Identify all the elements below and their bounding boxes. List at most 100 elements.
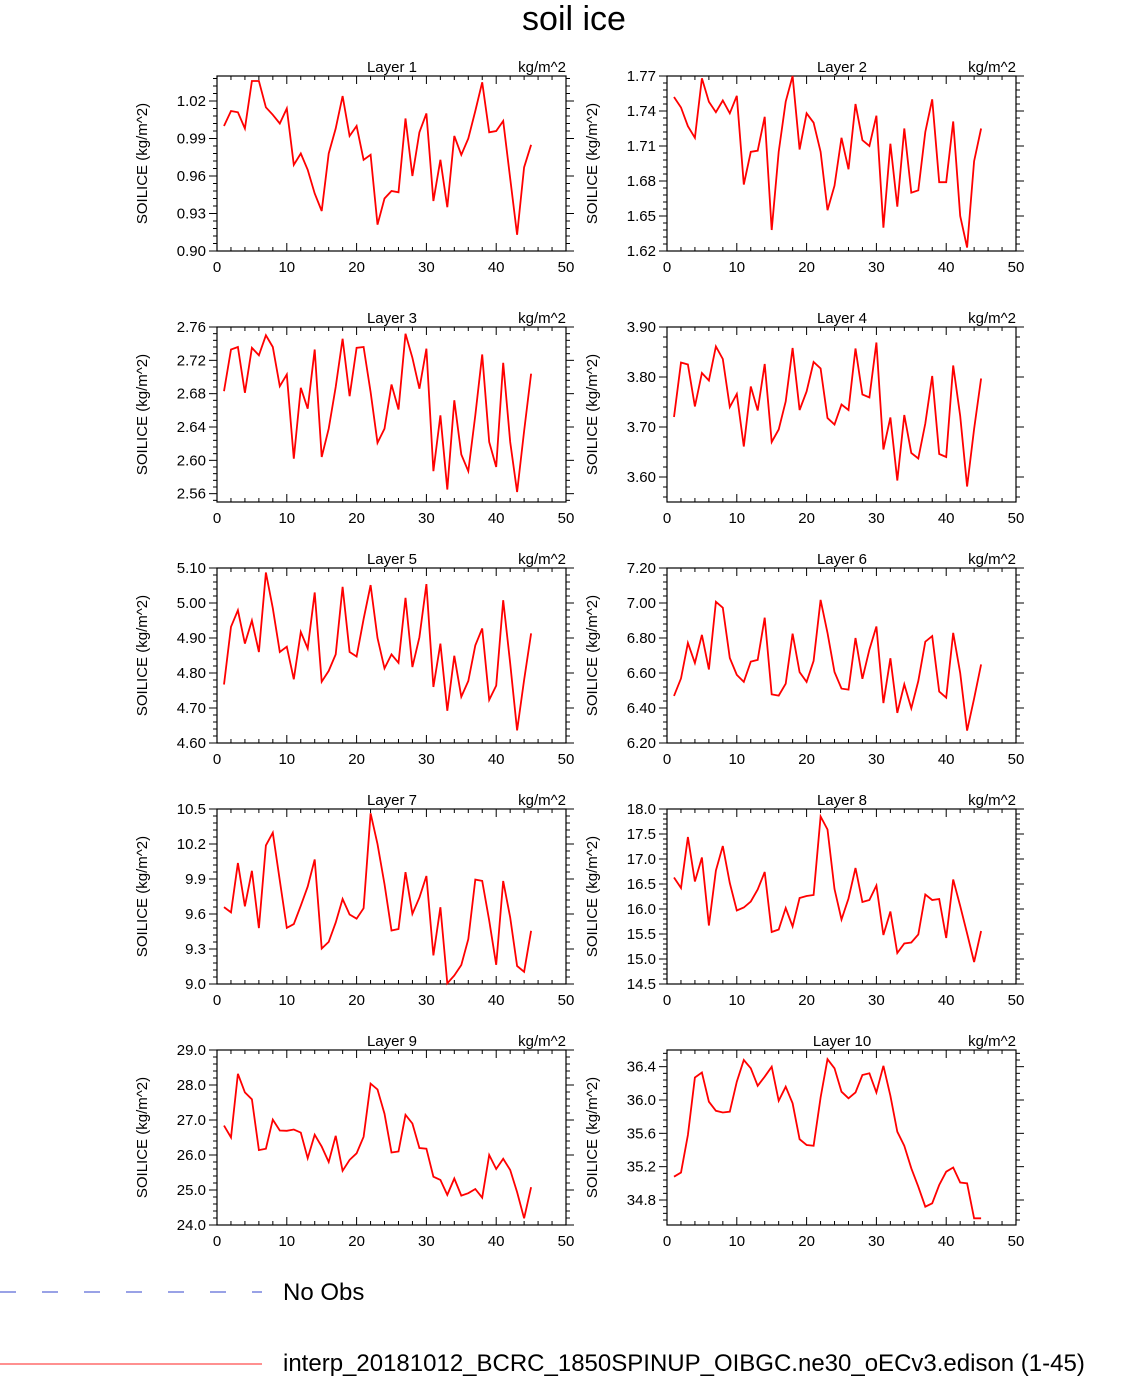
panel-3-series-line — [223, 333, 532, 493]
panel-10-xtick-label: 50 — [1008, 1233, 1025, 1250]
panel-6-ytick-label: 7.00 — [627, 595, 656, 612]
panel-9-xtick-label: 30 — [418, 1233, 435, 1250]
panel-3-xtick-label: 30 — [418, 510, 435, 527]
panel-8-frame — [666, 808, 1017, 985]
panel-7-xtick-label: 50 — [558, 992, 575, 1009]
panel-4-series-line — [673, 342, 982, 487]
panel-10-ytick-label: 36.4 — [627, 1059, 656, 1076]
panel-5-ytick-label: 5.10 — [177, 560, 206, 577]
panel-6-ytick-label: 6.80 — [627, 630, 656, 647]
panel-3-xtick-label: 40 — [488, 510, 505, 527]
panel-6-ylabel: SOILICE (kg/m^2) — [584, 595, 601, 716]
panel-8-ytick-label: 16.5 — [627, 876, 656, 893]
panel-7-xtick-label: 40 — [488, 992, 505, 1009]
panel-2-ytick-label: 1.65 — [627, 208, 656, 225]
panel-6-xtick-label: 50 — [1008, 751, 1025, 768]
panel-4-units: kg/m^2 — [968, 310, 1016, 327]
panel-3-xtick-label: 0 — [213, 510, 221, 527]
panel-7-ytick-label: 10.5 — [177, 801, 206, 818]
panel-5-ytick-label: 4.90 — [177, 630, 206, 647]
panel-10-xtick-label: 40 — [938, 1233, 955, 1250]
panel-8-ytick-label: 17.5 — [627, 826, 656, 843]
panel-5-xtick-label: 40 — [488, 751, 505, 768]
panel-10-xtick-label: 10 — [728, 1233, 745, 1250]
panel-5-xtick-label: 20 — [348, 751, 365, 768]
panel-2-xtick-label: 40 — [938, 259, 955, 276]
panel-6-xtick-label: 30 — [868, 751, 885, 768]
panel-1-ylabel: SOILICE (kg/m^2) — [134, 103, 151, 224]
panel-2-xtick-label: 0 — [663, 259, 671, 276]
panel-5-ytick-label: 4.60 — [177, 735, 206, 752]
panel-1-ytick-label: 0.90 — [177, 243, 206, 260]
panel-7-title: Layer 7 — [367, 792, 417, 809]
panel-5-xtick-label: 50 — [558, 751, 575, 768]
panel-6-units: kg/m^2 — [968, 551, 1016, 568]
panel-2-title: Layer 2 — [817, 59, 867, 76]
panel-7-ytick-label: 9.6 — [185, 906, 206, 923]
panel-7-ylabel: SOILICE (kg/m^2) — [134, 836, 151, 957]
panel-9-xtick-label: 10 — [278, 1233, 295, 1250]
panel-8-ytick-label: 15.0 — [627, 951, 656, 968]
panel-5-ytick-label: 4.70 — [177, 700, 206, 717]
panel-6-xtick-label: 20 — [798, 751, 815, 768]
panel-2-ytick-label: 1.77 — [627, 68, 656, 85]
panel-8-xtick-label: 50 — [1008, 992, 1025, 1009]
legend-label-no-obs: No Obs — [283, 1279, 365, 1306]
panel-4-xtick-label: 30 — [868, 510, 885, 527]
panel-3-ytick-label: 2.60 — [177, 452, 206, 469]
panel-7-ytick-label: 9.0 — [185, 976, 206, 993]
panel-1-ytick-label: 0.93 — [177, 206, 206, 223]
panel-2-ytick-label: 1.68 — [627, 173, 656, 190]
panel-2-units: kg/m^2 — [968, 59, 1016, 76]
panel-7-xtick-label: 20 — [348, 992, 365, 1009]
panel-10-ytick-label: 34.8 — [627, 1192, 656, 1209]
panel-5-frame — [216, 567, 567, 744]
panel-10-ylabel: SOILICE (kg/m^2) — [584, 1077, 601, 1198]
panel-1-series-line — [223, 80, 532, 235]
panel-2-ylabel: SOILICE (kg/m^2) — [584, 103, 601, 224]
panel-4-ytick-label: 3.90 — [627, 319, 656, 336]
panel-9-xtick-label: 40 — [488, 1233, 505, 1250]
panel-5-series-line — [223, 572, 532, 731]
panel-4-ytick-label: 3.80 — [627, 369, 656, 386]
panel-3-xtick-label: 50 — [558, 510, 575, 527]
panel-1-title: Layer 1 — [367, 59, 417, 76]
panel-9-units: kg/m^2 — [518, 1033, 566, 1050]
panel-2-series-line — [673, 75, 982, 248]
panel-8-ytick-label: 16.0 — [627, 901, 656, 918]
panel-2-ytick-label: 1.62 — [627, 243, 656, 260]
panel-1-xtick-label: 0 — [213, 259, 221, 276]
panel-8-title: Layer 8 — [817, 792, 867, 809]
panel-6-title: Layer 6 — [817, 551, 867, 568]
panel-9-ytick-label: 29.0 — [177, 1042, 206, 1059]
panel-3-units: kg/m^2 — [518, 310, 566, 327]
panel-9-frame — [216, 1049, 567, 1226]
panel-8-ytick-label: 18.0 — [627, 801, 656, 818]
panel-3-xtick-label: 10 — [278, 510, 295, 527]
panel-7-units: kg/m^2 — [518, 792, 566, 809]
panel-8-xtick-label: 0 — [663, 992, 671, 1009]
legend-label-model: interp_20181012_BCRC_1850SPINUP_OIBGC.ne… — [283, 1350, 1085, 1377]
panel-4-xtick-label: 50 — [1008, 510, 1025, 527]
panel-8-ylabel: SOILICE (kg/m^2) — [584, 836, 601, 957]
panel-2-ytick-label: 1.71 — [627, 138, 656, 155]
figure-title: soil ice — [522, 0, 626, 38]
panel-7-xtick-label: 10 — [278, 992, 295, 1009]
panel-4-ylabel: SOILICE (kg/m^2) — [584, 354, 601, 475]
panel-9-series-line — [223, 1073, 532, 1219]
panel-10-xtick-label: 0 — [663, 1233, 671, 1250]
panel-10-xtick-label: 30 — [868, 1233, 885, 1250]
panel-6-ytick-label: 6.40 — [627, 700, 656, 717]
panel-4-xtick-label: 20 — [798, 510, 815, 527]
panel-7-series-line — [223, 813, 532, 986]
panel-6-ytick-label: 7.20 — [627, 560, 656, 577]
panel-10-ytick-label: 35.2 — [627, 1159, 656, 1176]
panel-9-title: Layer 9 — [367, 1033, 417, 1050]
panel-8-ytick-label: 14.5 — [627, 976, 656, 993]
panel-3-frame — [216, 326, 567, 503]
panel-9-ytick-label: 25.0 — [177, 1182, 206, 1199]
panel-4-title: Layer 4 — [817, 310, 867, 327]
panel-3-xtick-label: 20 — [348, 510, 365, 527]
panel-1-xtick-label: 30 — [418, 259, 435, 276]
